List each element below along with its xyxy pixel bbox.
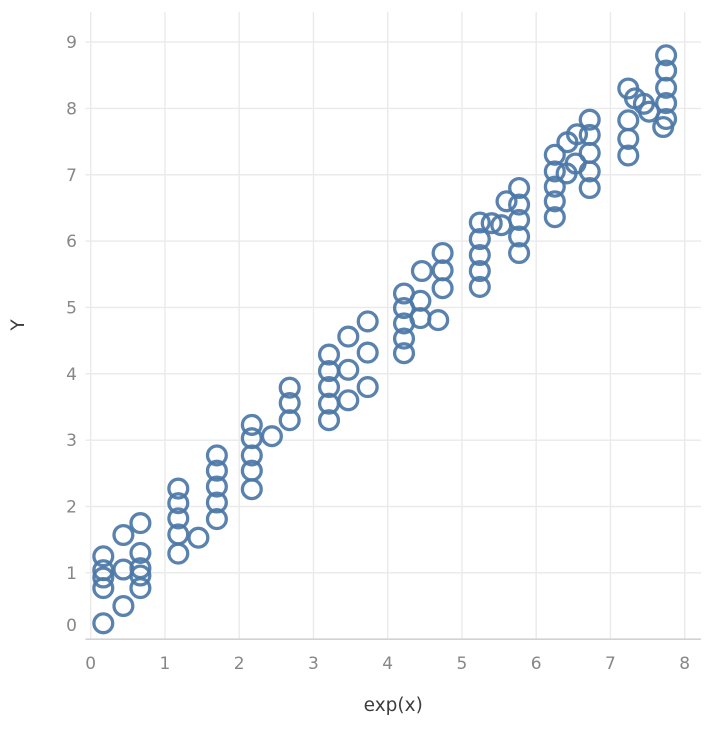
data-point-circle [129,541,152,564]
data-point-circle [240,459,263,482]
y-tick-label: 9 [66,33,77,53]
data-point-circle [508,193,531,216]
data-point-circle [543,206,566,229]
x-axis-title: exp(x) [364,695,423,716]
data-point-circle [356,310,379,333]
data-point-circle [337,325,360,348]
data-point-circle [468,243,491,267]
data-point-circle [543,175,566,198]
data-point-circle [187,526,210,549]
x-tick-label: 6 [531,654,542,674]
data-point-circle [317,343,341,366]
data-point-circle [317,409,341,432]
data-point-circle [205,475,228,498]
data-point-circle [508,176,531,200]
data-point-circle [260,425,283,448]
y-tick-label: 4 [66,365,77,385]
data-point-circle [356,341,379,364]
data-point-circle [240,413,263,436]
x-tick-label: 8 [679,654,690,674]
data-points [92,44,678,635]
data-point-circle [508,241,531,265]
data-point-circle [92,566,115,589]
data-point-circle [655,107,678,131]
data-point-circle [356,376,379,399]
data-point-circle [392,327,416,350]
x-tick-label: 5 [457,654,468,674]
data-point-circle [409,289,432,312]
data-point-circle [543,190,566,213]
data-point-circle [543,160,566,183]
data-point-circle [578,176,601,200]
data-point-circle [112,523,135,547]
data-point-circle [167,523,190,546]
data-point-circle [565,123,589,146]
y-tick-label: 2 [66,498,77,518]
data-point-circle [205,444,228,467]
data-point-circle [427,309,450,332]
data-point-circle [468,275,491,298]
data-point-circle [617,109,640,132]
data-point-circle [205,491,228,514]
x-tick-label: 2 [234,654,245,674]
data-point-circle [495,190,518,213]
data-point-circle [508,208,531,231]
data-point-circle [92,612,115,635]
data-point-circle [92,545,115,568]
y-tick-label: 3 [66,431,77,451]
data-point-circle [337,389,360,412]
data-point-circle [410,259,433,283]
data-point-circle [655,44,678,67]
data-point-circle [205,508,228,531]
y-tick-label: 1 [66,564,77,584]
x-tick-label: 0 [85,654,96,674]
y-tick-label: 5 [66,298,77,318]
data-point-circle [167,477,190,500]
data-point-circle [129,557,152,580]
x-tick-label: 4 [382,654,393,674]
data-point-circle [392,342,416,365]
data-point-circle [278,391,301,415]
data-point-circle [278,376,301,399]
data-point-circle [337,358,360,381]
data-point-circle [508,225,531,248]
data-point-circle [167,507,190,530]
data-point-circle [655,92,678,115]
y-tick-label: 0 [66,616,77,636]
y-axis-title: Y [8,319,29,332]
data-point-circle [617,144,640,167]
x-tick-label: 7 [605,654,616,674]
data-point-circle [129,564,152,587]
y-tick-label: 8 [66,99,77,119]
data-point-circle [317,376,341,399]
data-point-circle [129,512,152,535]
data-point-circle [578,123,601,146]
y-tick-label: 7 [66,166,77,186]
data-point-circle [112,594,135,618]
x-tick-label: 1 [160,654,171,674]
data-point-circle [578,108,601,131]
y-tick-label: 6 [66,232,77,252]
data-point-circle [655,59,678,82]
data-point-circle [480,212,503,235]
x-tick-label: 3 [308,654,319,674]
data-point-circle [468,228,491,251]
data-point-circle [167,492,190,515]
data-point-circle [205,459,228,482]
data-point-circle [468,259,491,283]
data-point-circle [468,211,491,234]
data-point-circle [431,241,454,265]
data-point-circle [543,143,566,166]
